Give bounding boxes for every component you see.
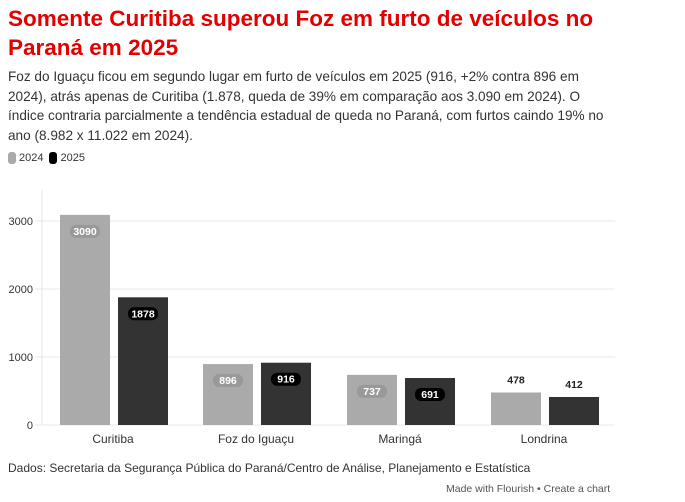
data-label-bg bbox=[128, 307, 158, 321]
data-label-bg bbox=[415, 388, 445, 402]
data-label-bg bbox=[70, 224, 100, 238]
x-tick-label: Londrina bbox=[521, 432, 568, 446]
legend-swatch-icon bbox=[49, 152, 58, 165]
chart-subtitle: Foz do Iguaçu ficou em segundo lugar em … bbox=[8, 69, 604, 143]
y-tick-label: 0 bbox=[27, 420, 33, 432]
data-label: 1878 bbox=[131, 308, 155, 320]
y-tick-label: 1000 bbox=[9, 352, 33, 364]
data-label: 3090 bbox=[73, 226, 97, 238]
data-label: 412 bbox=[565, 379, 583, 391]
flourish-credit-link[interactable]: Made with Flourish • Create a chart bbox=[446, 483, 611, 495]
legend-item-2025[interactable]: 2025 bbox=[49, 152, 85, 165]
data-label-bg bbox=[357, 384, 387, 398]
legend-item-2024[interactable]: 2024 bbox=[8, 152, 43, 165]
legend: 2024 2025 bbox=[8, 152, 85, 165]
data-label: 916 bbox=[277, 374, 295, 386]
data-label: 737 bbox=[363, 386, 381, 398]
data-label: 478 bbox=[507, 374, 525, 386]
bar-2024 bbox=[60, 214, 110, 425]
bar-2024 bbox=[203, 364, 253, 425]
bar-2024 bbox=[347, 374, 397, 425]
bar-2025 bbox=[405, 378, 455, 425]
bar-2025 bbox=[261, 362, 311, 425]
data-label-bg bbox=[271, 372, 301, 386]
bar-2024 bbox=[491, 392, 541, 425]
data-label-bg bbox=[213, 374, 243, 388]
chart-title: Somente Curitiba superou Foz em furto de… bbox=[8, 6, 594, 60]
y-tick-label: 2000 bbox=[9, 284, 33, 296]
bar-chart: 0 1000 2000 3000 Curitiba 3090 1878 Foz do Igua… bbox=[9, 190, 615, 446]
y-tick-label: 3000 bbox=[9, 216, 33, 228]
legend-swatch-icon bbox=[8, 152, 16, 165]
x-tick-label: Maringá bbox=[378, 432, 422, 446]
x-tick-label: Curitiba bbox=[92, 432, 134, 446]
data-label: 691 bbox=[421, 389, 439, 401]
data-label: 896 bbox=[219, 375, 237, 387]
bar-2025 bbox=[549, 396, 599, 425]
source-note: Dados: Secretaria da Segurança Pública d… bbox=[8, 461, 531, 475]
x-tick-label: Foz do Iguaçu bbox=[218, 432, 294, 446]
